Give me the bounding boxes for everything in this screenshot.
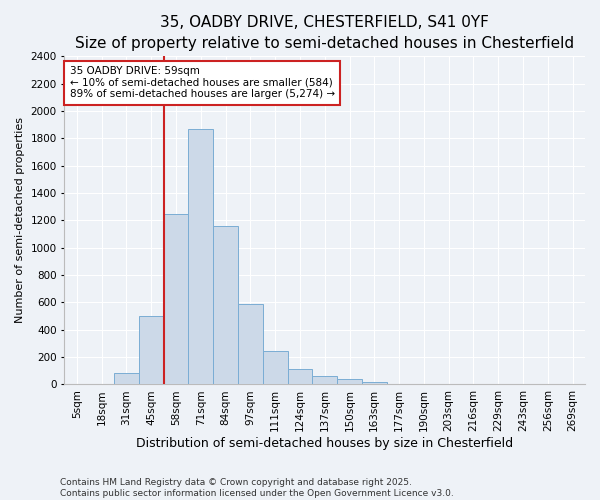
Title: 35, OADBY DRIVE, CHESTERFIELD, S41 0YF
Size of property relative to semi-detache: 35, OADBY DRIVE, CHESTERFIELD, S41 0YF S… [75,15,574,51]
Bar [238,304,263,384]
Bar [164,214,188,384]
Bar [188,129,213,384]
Bar [287,368,313,384]
Y-axis label: Number of semi-detached properties: Number of semi-detached properties [15,118,25,324]
Bar [313,376,337,384]
Text: 35 OADBY DRIVE: 59sqm
← 10% of semi-detached houses are smaller (584)
89% of sem: 35 OADBY DRIVE: 59sqm ← 10% of semi-deta… [70,66,335,100]
Bar [337,379,362,384]
X-axis label: Distribution of semi-detached houses by size in Chesterfield: Distribution of semi-detached houses by … [136,437,513,450]
Bar [263,351,287,384]
Bar [139,316,164,384]
Bar [362,382,386,384]
Bar [114,373,139,384]
Bar [213,226,238,384]
Text: Contains HM Land Registry data © Crown copyright and database right 2025.
Contai: Contains HM Land Registry data © Crown c… [60,478,454,498]
